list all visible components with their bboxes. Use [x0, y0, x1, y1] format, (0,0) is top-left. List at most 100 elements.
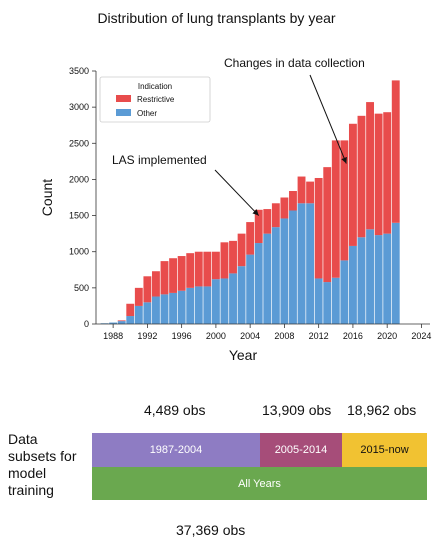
x-tick-label-1992: 1992 [137, 331, 157, 341]
subset-obs-all-years: 37,369 obs [176, 522, 246, 538]
y-tick-label-1000: 1000 [69, 247, 89, 257]
bar-restrictive-2005 [254, 209, 263, 244]
bar-other-2017 [357, 237, 366, 324]
x-axis-label: Year [229, 347, 258, 363]
bar-other-2001 [220, 278, 229, 324]
bar-restrictive-2011 [306, 181, 315, 204]
bar-restrictive-2021 [391, 80, 400, 223]
bar-restrictive-1999 [203, 251, 212, 287]
bar-other-1999 [203, 286, 212, 324]
bar-restrictive-1992 [143, 276, 152, 303]
x-tick-label-2020: 2020 [377, 331, 397, 341]
bar-other-1988 [109, 322, 118, 324]
x-tick-label-1988: 1988 [103, 331, 123, 341]
bar-other-1995 [169, 292, 178, 324]
chart-title: Distribution of lung transplants by year [97, 10, 336, 26]
bar-other-2021 [391, 222, 400, 324]
y-tick-label-0: 0 [84, 319, 89, 329]
subset-1987-2004: 1987-2004 [92, 433, 260, 467]
bar-other-1993 [152, 296, 160, 324]
bar-restrictive-1997 [186, 253, 195, 288]
bar-restrictive-2003 [237, 233, 246, 267]
bar-restrictive-2010 [297, 176, 306, 204]
x-tick-label-1996: 1996 [172, 331, 192, 341]
legend-swatch-other [116, 109, 131, 116]
bar-other-1994 [160, 294, 169, 324]
x-tick-label-2016: 2016 [343, 331, 363, 341]
stacked-bar-chart: 0 500 1000 1500 2000 2500 3000 3500 1988 1992 1996… [39, 56, 431, 363]
bar-restrictive-1995 [169, 258, 178, 293]
bar-restrictive-1998 [194, 251, 203, 287]
bar-other-2013 [323, 282, 332, 324]
bar-restrictive-2001 [220, 242, 229, 279]
x-tick-label-2000: 2000 [206, 331, 226, 341]
bar-other-2009 [289, 210, 297, 324]
subset-2005-2014-label: 2005-2014 [274, 444, 328, 456]
y-axis-label: Count [39, 179, 55, 216]
bar-restrictive-1993 [152, 271, 160, 297]
bar-restrictive-2004 [246, 222, 255, 255]
bar-restrictive-1989 [117, 320, 126, 322]
bar-other-2003 [237, 266, 246, 324]
bar-other-1998 [194, 286, 203, 324]
bar-other-2012 [314, 278, 323, 324]
bar-restrictive-2018 [366, 102, 374, 230]
subset-2015-now: 2015-now [342, 433, 427, 467]
x-tick-label-2008: 2008 [274, 331, 294, 341]
bar-other-2004 [246, 254, 255, 324]
y-tick-label-3000: 3000 [69, 102, 89, 112]
legend-label-restrictive: Restrictive [137, 95, 175, 104]
bar-other-2006 [263, 233, 272, 324]
bar-other-2011 [306, 203, 315, 324]
bar-other-2020 [383, 233, 392, 324]
bar-restrictive-2006 [263, 209, 272, 234]
annotation-data-collection: Changes in data collection [224, 56, 365, 70]
bar-other-2019 [374, 235, 383, 324]
bar-restrictive-1990 [126, 303, 135, 317]
bar-other-1989 [117, 321, 126, 324]
bar-restrictive-1994 [160, 261, 169, 295]
bar-restrictive-1991 [134, 287, 143, 306]
legend-title: Indication [138, 82, 172, 91]
y-tick-label-500: 500 [74, 283, 89, 293]
subset-obs-2015-now: 18,962 obs [347, 402, 417, 418]
bar-other-2000 [211, 279, 220, 324]
bar-restrictive-2007 [271, 203, 280, 228]
bar-restrictive-2012 [314, 177, 323, 279]
subset-obs-2005-2014: 13,909 obs [262, 402, 332, 418]
bar-other-2010 [297, 203, 306, 324]
bar-other-1990 [126, 316, 135, 324]
bar-other-2018 [366, 229, 374, 324]
bar-restrictive-2002 [229, 240, 237, 274]
subset-1987-2004-label: 1987-2004 [149, 444, 203, 456]
y-tick-label-3500: 3500 [69, 66, 89, 76]
bar-other-1991 [134, 305, 143, 324]
bar-other-2014 [331, 277, 340, 324]
bar-restrictive-2009 [289, 190, 297, 211]
y-tick-label-1500: 1500 [69, 211, 89, 221]
bar-restrictive-2000 [211, 251, 220, 280]
subsets-label: Data subsets for model training [8, 431, 77, 498]
bar-restrictive-2016 [348, 123, 357, 246]
annotation-las-arrow [214, 169, 260, 216]
bar-other-2015 [340, 260, 349, 324]
y-tick-label-2000: 2000 [69, 174, 89, 184]
bar-restrictive-2014 [331, 140, 340, 278]
subset-2015-now-label: 2015-now [360, 444, 409, 456]
bar-restrictive-2013 [323, 167, 332, 283]
subset-all-years-label: All Years [238, 477, 281, 490]
subset-all-years: All Years [92, 467, 427, 500]
x-tick-label-2012: 2012 [309, 331, 329, 341]
y-tick-label-2500: 2500 [69, 138, 89, 148]
bar-restrictive-2019 [374, 113, 383, 236]
subset-2005-2014: 2005-2014 [260, 433, 342, 467]
legend-swatch-restrictive [116, 95, 131, 102]
legend-label-other: Other [137, 109, 157, 118]
bar-other-2016 [348, 245, 357, 324]
bar-restrictive-2020 [383, 112, 392, 234]
bar-restrictive-2015 [340, 140, 349, 261]
subset-obs-1987-2004: 4,489 obs [144, 402, 206, 418]
bar-other-1996 [177, 290, 186, 324]
bar-other-2002 [229, 273, 237, 324]
bar-other-2008 [280, 218, 289, 324]
